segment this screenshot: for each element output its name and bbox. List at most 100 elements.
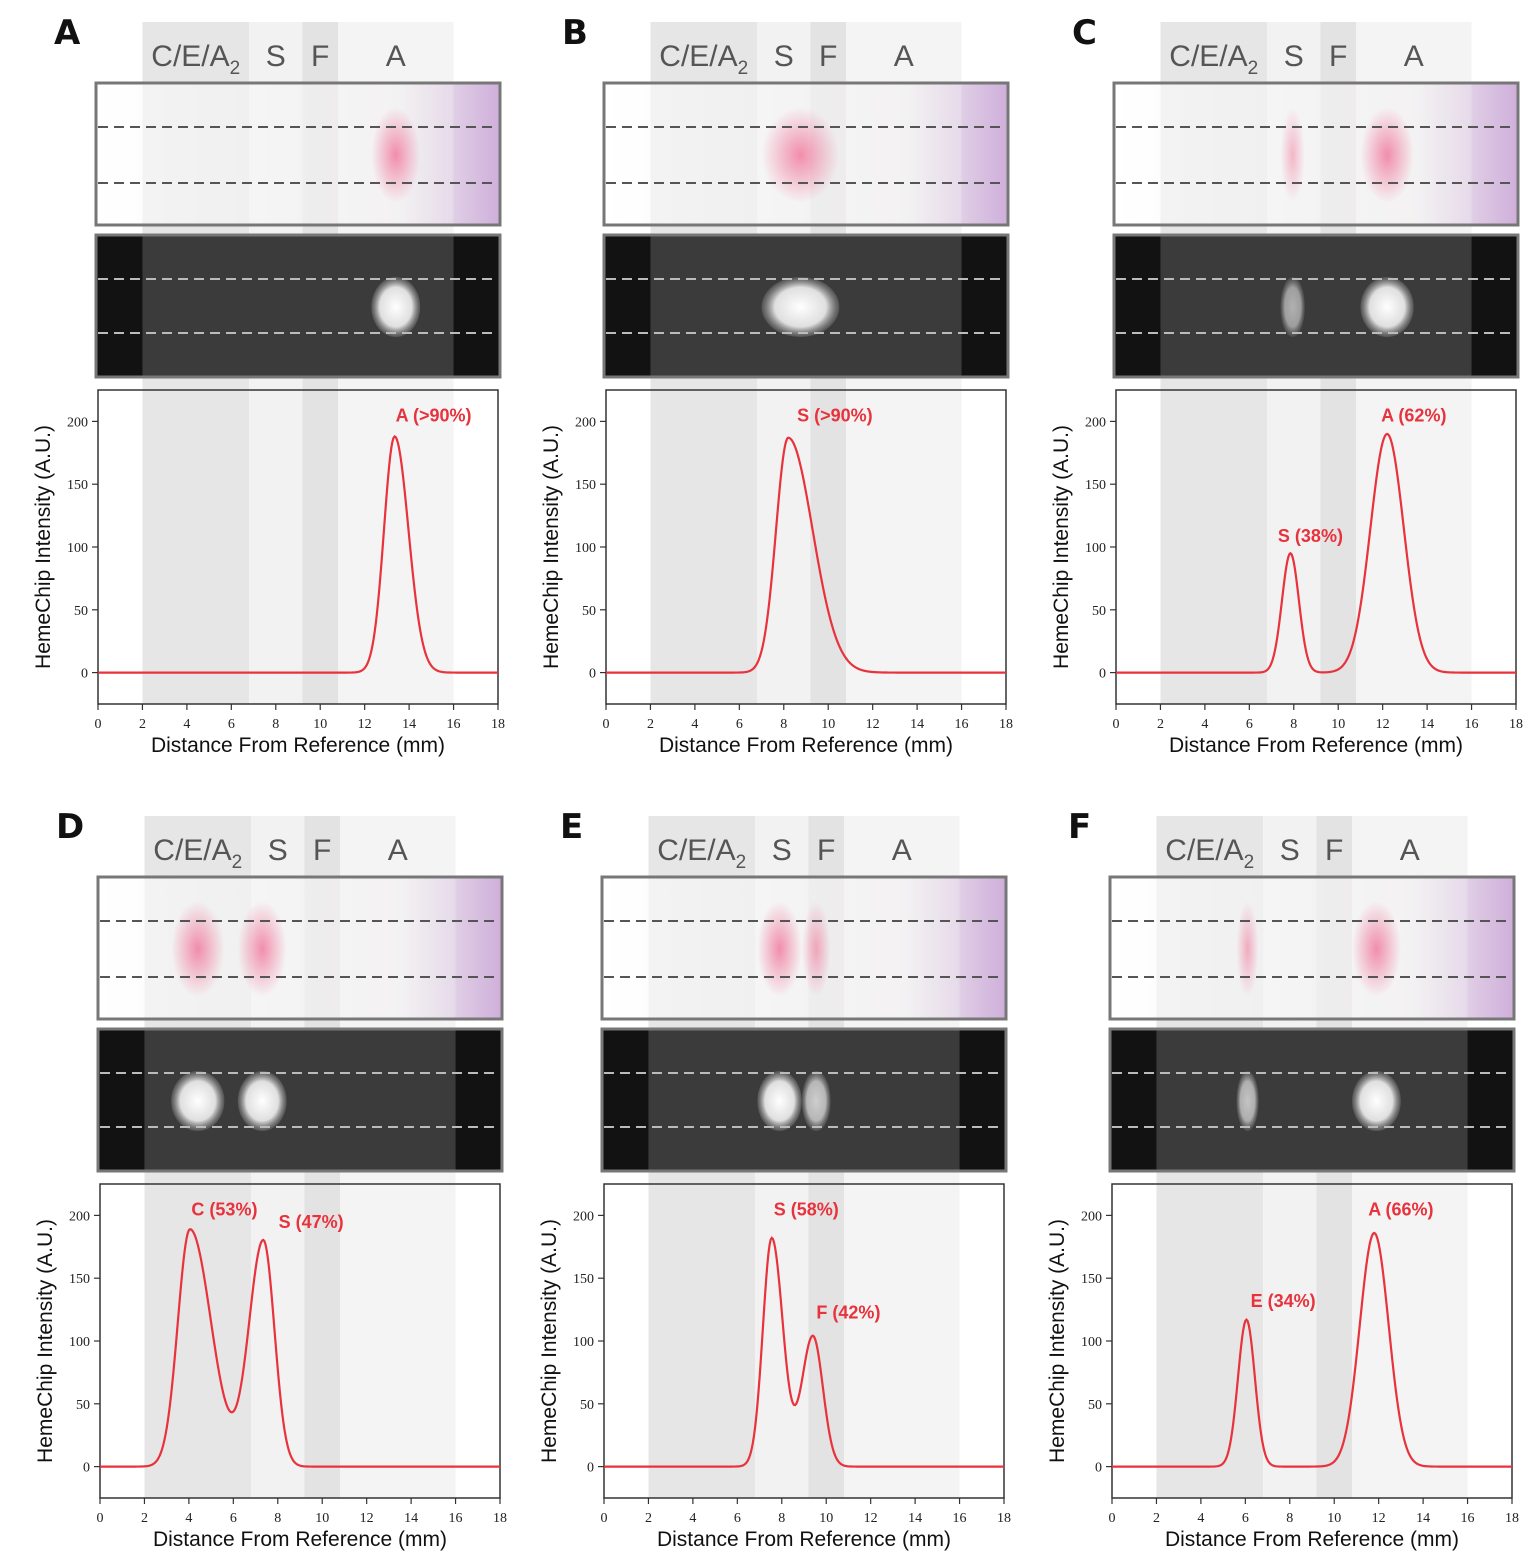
processed-strip-frame	[1112, 233, 1520, 379]
strip-frame	[96, 875, 504, 1021]
x-tick-label: 14	[404, 1511, 418, 1526]
zone-label: F	[311, 40, 329, 73]
y-tick-label: 50	[1088, 1398, 1102, 1413]
zone-label-name: S	[774, 40, 794, 73]
x-tick-label: 10	[1327, 1511, 1341, 1526]
peak-label: S (>90%)	[797, 405, 873, 425]
y-axis-title: HemeChip Intensity (A.U.)	[1050, 425, 1073, 669]
zone-label-name: F	[819, 40, 837, 73]
x-tick-label: 14	[910, 717, 924, 732]
pink-hemoglobin-band	[1352, 901, 1401, 997]
peak-label: C (53%)	[191, 1199, 257, 1219]
x-tick-label: 16	[449, 1511, 463, 1526]
x-tick-label: 4	[1197, 1511, 1204, 1526]
panel-letter: C	[1072, 13, 1097, 53]
peak-label: S (58%)	[774, 1199, 839, 1219]
zone-label-name: S	[1284, 40, 1304, 73]
processed-strip-frame	[1108, 1027, 1516, 1173]
x-tick-label: 2	[1153, 1511, 1160, 1526]
x-tick-label: 2	[1157, 717, 1164, 732]
x-tick-label: 16	[1461, 1511, 1475, 1526]
x-tick-label: 10	[313, 717, 327, 732]
x-tick-label: 12	[1376, 717, 1390, 732]
y-axis-title: HemeChip Intensity (A.U.)	[1046, 1219, 1069, 1463]
y-tick-label: 200	[69, 1209, 90, 1224]
x-axis-title: Distance From Reference (mm)	[659, 734, 953, 757]
zone-label: A	[1404, 40, 1424, 73]
processed-strip-window	[1156, 1029, 1468, 1171]
y-tick-label: 100	[69, 1335, 90, 1350]
strip-zone-overlay	[302, 83, 338, 225]
x-tick-label: 0	[97, 1511, 104, 1526]
zone-label: S	[1284, 40, 1304, 73]
x-tick-label: 14	[1416, 1511, 1430, 1526]
x-tick-label: 12	[358, 717, 372, 732]
y-tick-label: 100	[575, 541, 596, 556]
peak-label: E (34%)	[1251, 1291, 1316, 1311]
zone-label: A	[892, 834, 912, 867]
panel-letter: E	[560, 807, 583, 847]
x-tick-label: 4	[185, 1511, 192, 1526]
y-tick-label: 0	[1099, 667, 1106, 682]
zone-label-name: A	[1404, 40, 1424, 73]
bright-hemoglobin-band	[801, 1071, 831, 1131]
zone-label-name: A	[386, 40, 406, 73]
intensity-curve	[1116, 432, 1516, 674]
zone-label: A	[1400, 834, 1420, 867]
x-tick-label: 18	[493, 1511, 507, 1526]
zone-label: A	[386, 40, 406, 73]
brightfield-strip	[1110, 877, 1514, 1019]
zone-label: S	[774, 40, 794, 73]
zone-label: A	[388, 834, 408, 867]
x-axis-title: Distance From Reference (mm)	[1169, 734, 1463, 757]
x-tick-label: 18	[997, 1511, 1011, 1526]
x-tick-label: 6	[734, 1511, 741, 1526]
zone-label: S	[1280, 834, 1300, 867]
bright-hemoglobin-band	[1352, 1071, 1401, 1131]
zone-label-name: A	[894, 40, 914, 73]
brightfield-strip	[1114, 83, 1518, 225]
x-tick-label: 2	[141, 1511, 148, 1526]
bright-hemoglobin-band	[1280, 277, 1305, 337]
y-tick-label: 150	[573, 1272, 594, 1287]
x-tick-label: 16	[953, 1511, 967, 1526]
x-tick-label: 8	[1290, 717, 1297, 732]
zone-label: S	[266, 40, 286, 73]
strip-zone-overlay	[844, 877, 960, 1019]
strip-zone-overlay	[1263, 877, 1317, 1019]
intensity-curve	[606, 436, 1006, 674]
brightfield-strip	[98, 877, 502, 1019]
x-tick-label: 6	[1242, 1511, 1249, 1526]
bright-hemoglobin-band	[1360, 277, 1414, 337]
intensity-curve	[1112, 1231, 1512, 1468]
zone-label: C/E/A2	[151, 40, 240, 79]
zone-label-subscript: 2	[1244, 852, 1255, 873]
y-tick-label: 50	[74, 604, 88, 619]
strip-zone-overlay	[142, 83, 250, 225]
y-tick-label: 0	[81, 667, 88, 682]
strip-zone-overlay	[846, 83, 962, 225]
zone-label: S	[268, 834, 288, 867]
processed-strip-frame	[600, 1027, 1008, 1173]
zone-label: C/E/A2	[153, 834, 242, 873]
y-tick-label: 150	[1085, 478, 1106, 493]
x-tick-label: 16	[447, 717, 461, 732]
strip-zone-overlay	[1316, 877, 1352, 1019]
pink-hemoglobin-band	[761, 107, 840, 203]
zone-label: A	[894, 40, 914, 73]
zone-label-name: C/E/A	[1165, 834, 1243, 867]
y-tick-label: 200	[1085, 415, 1106, 430]
x-tick-label: 16	[1465, 717, 1479, 732]
y-axis-title: HemeChip Intensity (A.U.)	[32, 425, 55, 669]
strip-zone-overlay	[650, 83, 758, 225]
zone-label-subscript: 2	[230, 58, 241, 79]
y-tick-label: 0	[83, 1461, 90, 1476]
brightfield-strip	[96, 83, 500, 225]
bright-hemoglobin-band	[1236, 1071, 1259, 1131]
peak-label: A (>90%)	[396, 405, 472, 425]
strip-zone-overlay	[1160, 83, 1268, 225]
